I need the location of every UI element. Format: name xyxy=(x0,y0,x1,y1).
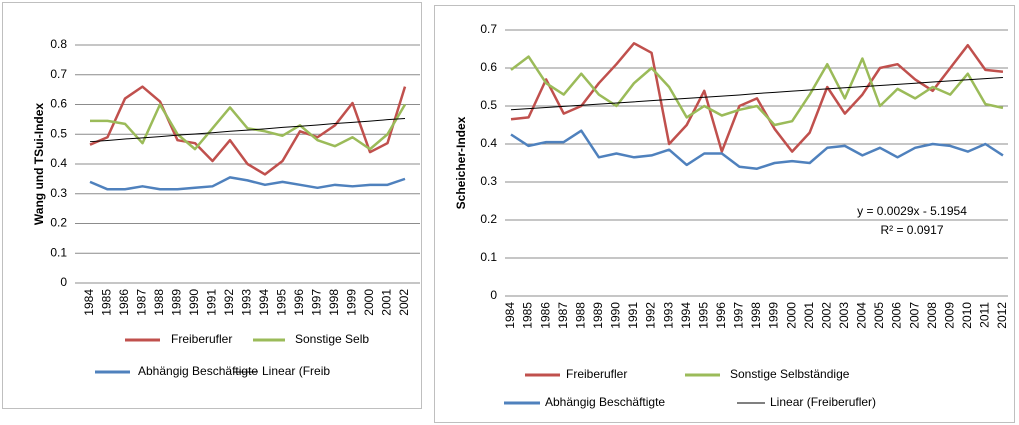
x-tick-label: 1986 xyxy=(117,289,131,316)
y-tick-label: 0.6 xyxy=(50,97,67,111)
y-tick-label: 0.3 xyxy=(50,186,67,200)
x-tick-label: 1992 xyxy=(222,289,236,316)
x-tick-label: 1990 xyxy=(609,302,623,329)
y-tick-label: 0 xyxy=(490,288,497,302)
annotation: y = 0.0029x - 5.1954 xyxy=(857,204,967,218)
x-tick-label: 2012 xyxy=(995,302,1009,329)
x-tick-label: 1991 xyxy=(205,289,219,316)
series-line xyxy=(89,117,406,143)
series-line xyxy=(89,176,406,191)
x-tick-label: 1998 xyxy=(327,289,341,316)
legend-label: Sonstige Selb xyxy=(295,332,369,346)
y-tick-label: 0.1 xyxy=(480,250,497,264)
x-tick-label: 2003 xyxy=(837,302,851,329)
x-tick-label: 1996 xyxy=(292,289,306,316)
series-line xyxy=(90,103,407,151)
annotation: R² = 0.0917 xyxy=(880,223,943,237)
y-tick-label: 0.2 xyxy=(50,216,67,230)
x-tick-label: 1997 xyxy=(732,302,746,329)
y-tick-label: 0.4 xyxy=(50,156,67,170)
y-tick-label: 0.5 xyxy=(50,126,67,140)
panel-border xyxy=(434,5,1015,423)
x-tick-label: 1986 xyxy=(538,302,552,329)
x-tick-label: 1989 xyxy=(591,302,605,329)
x-tick-label: 1994 xyxy=(679,302,693,329)
x-tick-label: 2006 xyxy=(890,302,904,329)
y-axis-label: Scheicher-Index xyxy=(454,116,468,209)
panel-border xyxy=(2,2,422,409)
y-tick-label: 0.2 xyxy=(480,212,497,226)
legend-label: Linear (Freib xyxy=(262,364,330,378)
x-tick-label: 2002 xyxy=(819,302,833,329)
y-tick-label: 0.7 xyxy=(480,22,497,36)
series-line xyxy=(510,55,1004,127)
x-tick-label: 2004 xyxy=(855,302,869,329)
x-tick-label: 1993 xyxy=(661,302,675,329)
y-axis-label: Wang und TSui-Index xyxy=(32,103,46,226)
x-tick-label: 1984 xyxy=(82,289,96,316)
legend-label: Abhängig Beschäftigte xyxy=(545,395,665,409)
x-tick-label: 1999 xyxy=(767,302,781,329)
x-tick-label: 1992 xyxy=(644,302,658,329)
x-tick-label: 1994 xyxy=(257,289,271,316)
x-tick-label: 2010 xyxy=(960,302,974,329)
series-line xyxy=(510,129,1004,170)
series-line xyxy=(510,77,1003,111)
y-tick-label: 0.7 xyxy=(50,67,67,81)
y-tick-label: 0.6 xyxy=(480,60,497,74)
x-tick-label: 1991 xyxy=(626,302,640,329)
x-tick-label: 2000 xyxy=(784,302,798,329)
x-tick-label: 2009 xyxy=(942,302,956,329)
x-tick-label: 2011 xyxy=(978,302,992,328)
x-tick-label: 1987 xyxy=(556,302,570,329)
x-tick-label: 1999 xyxy=(345,289,359,316)
x-tick-label: 1996 xyxy=(714,302,728,329)
x-tick-label: 1988 xyxy=(573,302,587,329)
x-tick-label: 1985 xyxy=(521,302,535,329)
y-tick-label: 0.5 xyxy=(480,98,497,112)
x-tick-label: 1995 xyxy=(696,302,710,329)
x-tick-label: 2007 xyxy=(907,302,921,329)
x-tick-label: 1989 xyxy=(170,289,184,316)
y-tick-label: 0.8 xyxy=(50,37,67,51)
x-tick-label: 1998 xyxy=(749,302,763,329)
x-tick-label: 1988 xyxy=(152,289,166,316)
legend-label: Sonstige Selbständige xyxy=(730,367,850,381)
x-tick-label: 1995 xyxy=(275,289,289,316)
x-tick-label: 2008 xyxy=(925,302,939,329)
y-tick-label: 0 xyxy=(60,275,67,289)
legend-label: Linear (Freiberufler) xyxy=(770,395,876,409)
x-tick-label: 2005 xyxy=(872,302,886,329)
y-tick-label: 0.3 xyxy=(480,174,497,188)
x-tick-label: 1990 xyxy=(187,289,201,316)
x-tick-label: 1997 xyxy=(310,289,324,316)
legend-label: Freiberufler xyxy=(171,332,232,346)
x-tick-label: 1985 xyxy=(100,289,114,316)
legend-label: Freiberufler xyxy=(566,367,627,381)
x-tick-label: 1993 xyxy=(240,289,254,316)
x-tick-label: 1987 xyxy=(135,289,149,316)
x-tick-label: 2000 xyxy=(362,289,376,316)
legend-label: Abhängig Beschäftigte xyxy=(138,364,258,378)
x-tick-label: 2001 xyxy=(380,289,394,316)
series-line xyxy=(89,85,407,176)
x-tick-label: 2002 xyxy=(397,289,411,316)
x-tick-label: 1984 xyxy=(503,302,517,329)
y-tick-label: 0.1 xyxy=(50,245,67,259)
x-tick-label: 2001 xyxy=(802,302,816,329)
y-tick-label: 0.4 xyxy=(480,136,497,150)
